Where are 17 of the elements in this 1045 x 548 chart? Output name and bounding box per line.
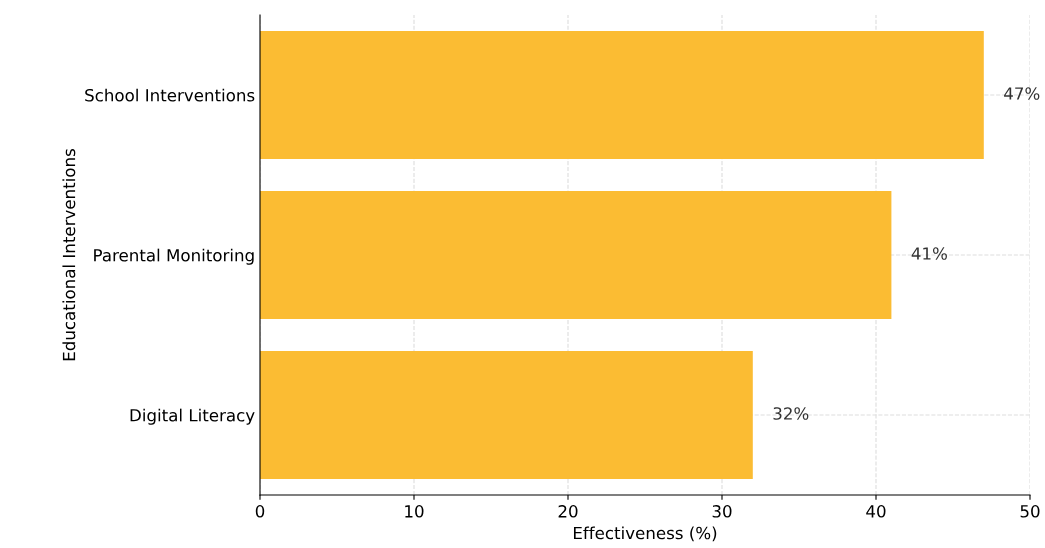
- y-tick-label: School Interventions: [85, 88, 255, 102]
- y-tick-label: Parental Monitoring: [94, 248, 254, 265]
- bar: [260, 191, 892, 319]
- data-label: 41%: [911, 247, 947, 260]
- x-tick-label: 10: [405, 505, 424, 518]
- x-tick-label: 0: [255, 505, 265, 518]
- data-label: 47%: [1004, 87, 1040, 100]
- x-tick-label: 50: [1020, 505, 1040, 518]
- bar: [260, 351, 753, 479]
- x-tick-label: 30: [712, 505, 732, 518]
- data-label: 32%: [773, 407, 809, 420]
- x-axis-title: Effectiveness (%): [573, 526, 717, 542]
- x-tick-label: 20: [558, 505, 578, 518]
- bar: [260, 31, 984, 159]
- y-tick-label: Digital Literacy: [130, 408, 255, 425]
- y-axis-title: Educational Interventions: [62, 149, 76, 361]
- x-tick-label: 40: [866, 505, 886, 518]
